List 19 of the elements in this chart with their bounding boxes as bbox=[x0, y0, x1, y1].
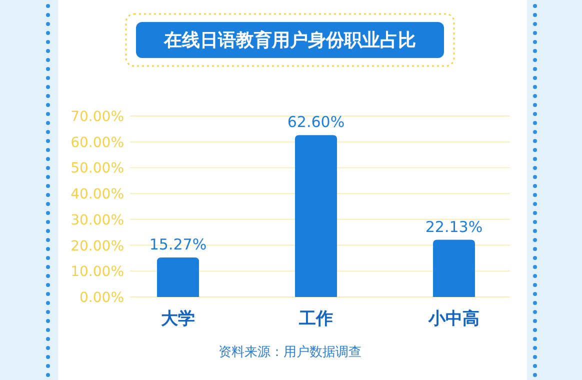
y-tick-label: 40.00% bbox=[70, 186, 124, 203]
y-tick-label: 60.00% bbox=[70, 134, 124, 151]
data-label: 15.27% bbox=[149, 236, 207, 254]
bar bbox=[157, 258, 199, 297]
y-tick-label: 10.00% bbox=[70, 264, 124, 280]
y-tick-label: 30.00% bbox=[70, 212, 124, 228]
y-tick-label: 70.00% bbox=[70, 109, 124, 125]
bar bbox=[295, 135, 337, 297]
y-tick-label: 0.00% bbox=[80, 290, 124, 306]
bar bbox=[433, 240, 475, 297]
data-label: 22.13% bbox=[425, 218, 483, 236]
x-tick-label: 小中高 bbox=[428, 309, 480, 329]
text: 资料来源：用户数据调查 bbox=[218, 345, 362, 360]
y-tick-label: 20.00% bbox=[70, 238, 124, 254]
data-label: 62.60% bbox=[287, 113, 345, 132]
chart-title: 在线日语教育用户身份职业占比 bbox=[163, 29, 416, 51]
y-tick-label: 50.00% bbox=[70, 160, 124, 177]
x-tick-label: 工作 bbox=[298, 309, 333, 329]
x-tick-label: 大学 bbox=[161, 309, 195, 329]
